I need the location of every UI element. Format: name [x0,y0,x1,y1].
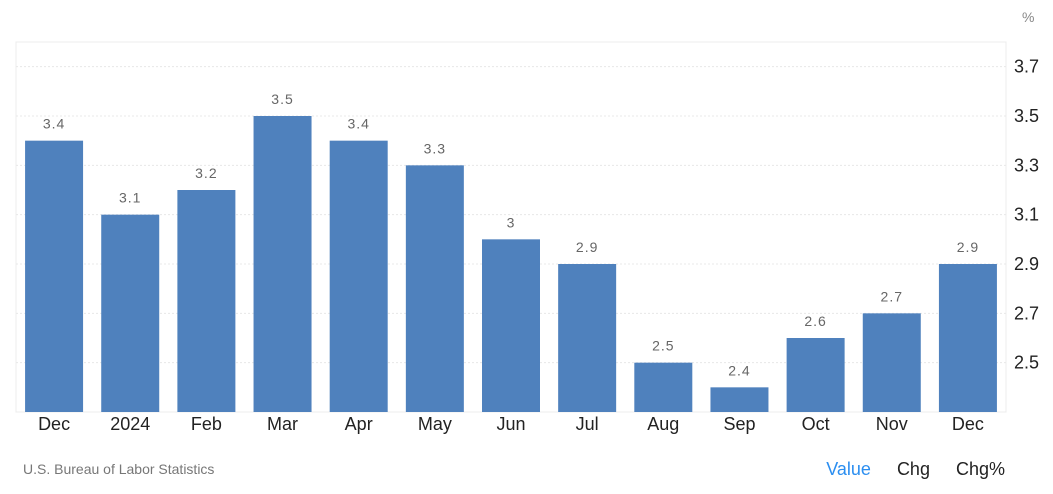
x-tick-label: Feb [191,414,222,434]
bar[interactable] [634,362,693,412]
bar[interactable] [482,239,540,412]
x-tick-label: Nov [876,414,908,434]
x-tick-label: May [418,414,452,434]
bar[interactable] [558,264,617,412]
data-label: 3.3 [424,140,446,156]
data-label: 3.4 [347,116,369,132]
data-label: 2.6 [804,313,826,329]
source-label: U.S. Bureau of Labor Statistics [23,461,215,477]
x-tick-label: Oct [802,414,830,434]
data-label: 3.1 [119,190,141,206]
x-tick-label: Dec [38,414,70,434]
y-tick-label: 3.7 [1014,57,1039,77]
bar[interactable] [405,165,464,412]
x-tick-label: Sep [723,414,755,434]
view-tabs: Value Chg Chg% [826,459,1005,480]
tab-chg[interactable]: Chg [896,459,930,479]
bar[interactable] [25,140,84,412]
data-label: 2.5 [652,338,674,354]
tab-value[interactable]: Value [826,459,871,479]
x-tick-label: Apr [345,414,373,434]
x-tick-label: Jul [576,414,599,434]
y-tick-label: 2.9 [1014,254,1039,274]
data-label: 2.7 [881,288,903,304]
tab-chg-percent[interactable]: Chg% [955,459,1005,479]
data-label: 2.4 [728,362,750,378]
bar[interactable] [786,338,845,412]
data-label: 2.9 [576,239,598,255]
y-tick-label: 3.1 [1014,205,1039,225]
data-label: 3 [507,214,516,230]
data-label: 3.5 [271,91,293,107]
bar[interactable] [862,313,921,412]
data-label: 2.9 [957,239,979,255]
y-tick-label: 2.5 [1014,353,1039,373]
y-tick-label: 3.5 [1014,106,1039,126]
y-tick-label: 3.3 [1014,155,1039,175]
x-tick-label: Aug [647,414,679,434]
y-unit-label: % [1022,9,1034,25]
data-label: 3.2 [195,165,217,181]
bar[interactable] [177,190,236,412]
y-tick-label: 2.7 [1014,303,1039,323]
bar[interactable] [329,140,388,412]
bar[interactable] [938,264,997,412]
data-label: 3.4 [43,116,65,132]
x-tick-label: Jun [496,414,525,434]
bar[interactable] [710,387,769,412]
bar[interactable] [101,214,160,412]
x-tick-label: Dec [952,414,984,434]
x-tick-label: 2024 [110,414,150,434]
bar[interactable] [253,116,312,412]
x-tick-label: Mar [267,414,298,434]
